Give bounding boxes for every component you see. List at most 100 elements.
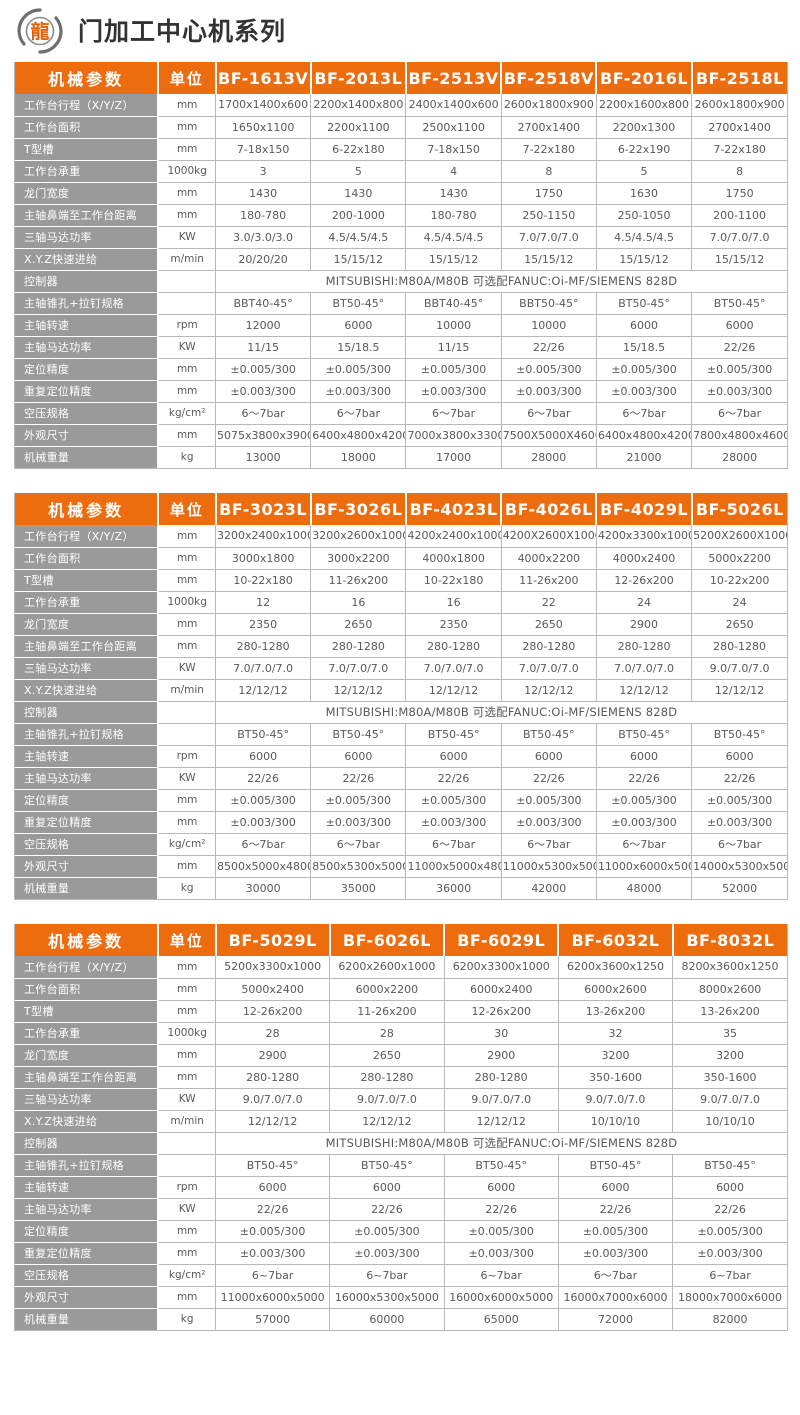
table-row: 重复定位精度 mm ±0.003/300 ±0.003/300 ±0.003/300 ±0…	[15, 1242, 787, 1265]
data-cell: 12-26x200	[596, 569, 693, 592]
data-cell: ±0.005/300	[596, 789, 693, 812]
data-cell: BT50-45°	[691, 723, 787, 746]
table-row: 外观尺寸 mm 11000x6000x5000 16000x5300x5000 1600…	[15, 1286, 787, 1309]
svg-text:龍: 龍	[30, 20, 49, 43]
table-row: T型槽 mm 12-26x200 11-26x200 12-26x200 13-26x20…	[15, 1000, 787, 1023]
data-cell: 6~7bar	[444, 1264, 559, 1287]
data-cell: 3200x2400x1000	[215, 525, 312, 548]
data-cell: 18000x7000x6000	[672, 1286, 787, 1309]
data-cell: 2350	[215, 613, 312, 636]
data-cell: 280-1280	[405, 635, 502, 658]
data-cell: 7.0/7.0/7.0	[596, 657, 693, 680]
row-label-cell: 工作台承重	[15, 1022, 160, 1045]
data-cell: 22/26	[691, 336, 787, 359]
table-row: 空压规格 kg/cm² 6～7bar 6～7bar 6～7bar 6～7bar 6～7bar…	[15, 833, 787, 856]
data-cell: 4000x2200	[501, 547, 597, 570]
data-cell: 6000	[672, 1176, 787, 1199]
data-cell: 10000	[501, 314, 597, 337]
data-cell: 7800x4800x4600	[691, 424, 787, 447]
row-label-cell: 工作台行程（X/Y/Z）	[15, 525, 160, 548]
data-cell: 15/18.5	[596, 336, 693, 359]
data-cell: 3000x2200	[310, 547, 407, 570]
row-label-cell: 机械重量	[15, 446, 160, 468]
row-unit-cell: mm	[158, 1220, 217, 1243]
table-row: 控制器 MITSUBISHI:M80A/M80B 可选配FANUC:Oi-MF/S…	[15, 701, 787, 724]
data-cell: ±0.003/300	[405, 380, 502, 403]
data-cell: 280-1280	[691, 635, 787, 658]
data-cell: 8500x5300x5000	[310, 855, 407, 878]
row-label-cell: 控制器	[15, 701, 160, 724]
data-cell: 1430	[215, 182, 312, 205]
row-unit-cell: 1000kg	[158, 1022, 217, 1045]
row-unit-cell: m/min	[158, 679, 217, 702]
row-label-cell: 主轴马达功率	[15, 767, 160, 790]
data-cell: ±0.003/300	[215, 1242, 331, 1265]
table-row: 工作台面积 mm 3000x1800 3000x2200 4000x1800 4000x2…	[15, 547, 787, 570]
header-model-cell: BF-2513V	[405, 62, 503, 94]
data-cell: BT50-45°	[310, 292, 407, 315]
data-cell: ±0.005/300	[691, 358, 787, 381]
data-cell: 180-780	[405, 204, 502, 227]
row-unit-cell: mm	[158, 116, 217, 139]
data-cell: 13-26x200	[558, 1000, 674, 1023]
row-unit-cell: mm	[158, 525, 217, 548]
table-row: 主轴鼻端至工作台距离 mm 180-780 200-1000 180-780 250-11…	[15, 204, 787, 227]
data-cell: 2900	[596, 613, 693, 636]
data-cell: 2200x1100	[310, 116, 407, 139]
table-row: 控制器 MITSUBISHI:M80A/M80B 可选配FANUC:Oi-MF/S…	[15, 1132, 787, 1155]
data-cell: 8	[501, 160, 597, 183]
data-cell: 200-1100	[691, 204, 787, 227]
header-model-cell: BF-6032L	[558, 924, 674, 956]
table-row: 龙门宽度 mm 2900 2650 2900 3200 3200	[15, 1044, 787, 1067]
data-cell: 7.0/7.0/7.0	[405, 657, 502, 680]
data-cell: 2700x1400	[501, 116, 597, 139]
data-cell: 7-22x180	[501, 138, 597, 161]
data-cell: 6～7bar	[310, 402, 407, 425]
row-unit-cell	[158, 270, 217, 293]
row-unit-cell: mm	[158, 138, 217, 161]
row-label-cell: 重复定位精度	[15, 380, 160, 403]
spec-tables-container: 机械参数 单位 BF-1613V BF-2013L BF-2513V BF-2518V BF…	[14, 62, 788, 1331]
data-cell: BT50-45°	[596, 292, 693, 315]
data-cell: 6000	[691, 314, 787, 337]
row-unit-cell: KW	[158, 767, 217, 790]
data-cell: 48000	[596, 877, 693, 899]
row-unit-cell: mm	[158, 1286, 217, 1309]
data-cell: 22/26	[329, 1198, 445, 1221]
data-cell: 9.0/7.0/7.0	[558, 1088, 674, 1111]
data-cell: 6~7bar	[672, 1264, 787, 1287]
data-cell: 36000	[405, 877, 502, 899]
table-row: 定位精度 mm ±0.005/300 ±0.005/300 ±0.005/300 ±0.0…	[15, 789, 787, 812]
data-cell: 9.0/7.0/7.0	[444, 1088, 559, 1111]
data-cell: ±0.003/300	[310, 380, 407, 403]
table-row: 外观尺寸 mm 8500x5000x4800 8500x5300x5000 11000x…	[15, 855, 787, 878]
data-cell: 4200x3300x1000	[596, 525, 693, 548]
data-cell: 4000x1800	[405, 547, 502, 570]
data-cell: 6000	[558, 1176, 674, 1199]
row-label-cell: 空压规格	[15, 402, 160, 425]
table-row: 工作台行程（X/Y/Z） mm 5200x3300x1000 6200x2600x10…	[15, 956, 787, 979]
row-label-cell: 工作台行程（X/Y/Z）	[15, 956, 160, 979]
data-cell: 22/26	[501, 336, 597, 359]
row-label-cell: 外观尺寸	[15, 855, 160, 878]
table-row: 重复定位精度 mm ±0.003/300 ±0.003/300 ±0.003/300 ±0…	[15, 811, 787, 834]
data-cell: ±0.003/300	[558, 1242, 674, 1265]
row-label-cell: 工作台行程（X/Y/Z）	[15, 94, 160, 117]
header-model-cell: BF-2013L	[310, 62, 407, 94]
row-label-cell: 控制器	[15, 1132, 160, 1155]
data-cell: BT50-45°	[596, 723, 693, 746]
row-label-cell: T型槽	[15, 138, 160, 161]
table-row: 主轴马达功率 KW 22/26 22/26 22/26 22/26 22/26 22/26	[15, 767, 787, 790]
row-unit-cell: mm	[158, 1000, 217, 1023]
row-unit-cell: mm	[158, 789, 217, 812]
data-cell: 11-26x200	[501, 569, 597, 592]
data-cell: 9.0/7.0/7.0	[672, 1088, 787, 1111]
data-cell: 6～7bar	[501, 402, 597, 425]
data-cell: 28	[215, 1022, 331, 1045]
data-cell: 6000	[215, 745, 312, 768]
data-cell: 6000	[596, 314, 693, 337]
table-row: X.Y.Z快速进给 m/min 12/12/12 12/12/12 12/12/12 10…	[15, 1110, 787, 1133]
data-cell: 6200x3300x1000	[444, 956, 559, 979]
row-label-cell: 定位精度	[15, 789, 160, 812]
data-cell: 6~7bar	[329, 1264, 445, 1287]
